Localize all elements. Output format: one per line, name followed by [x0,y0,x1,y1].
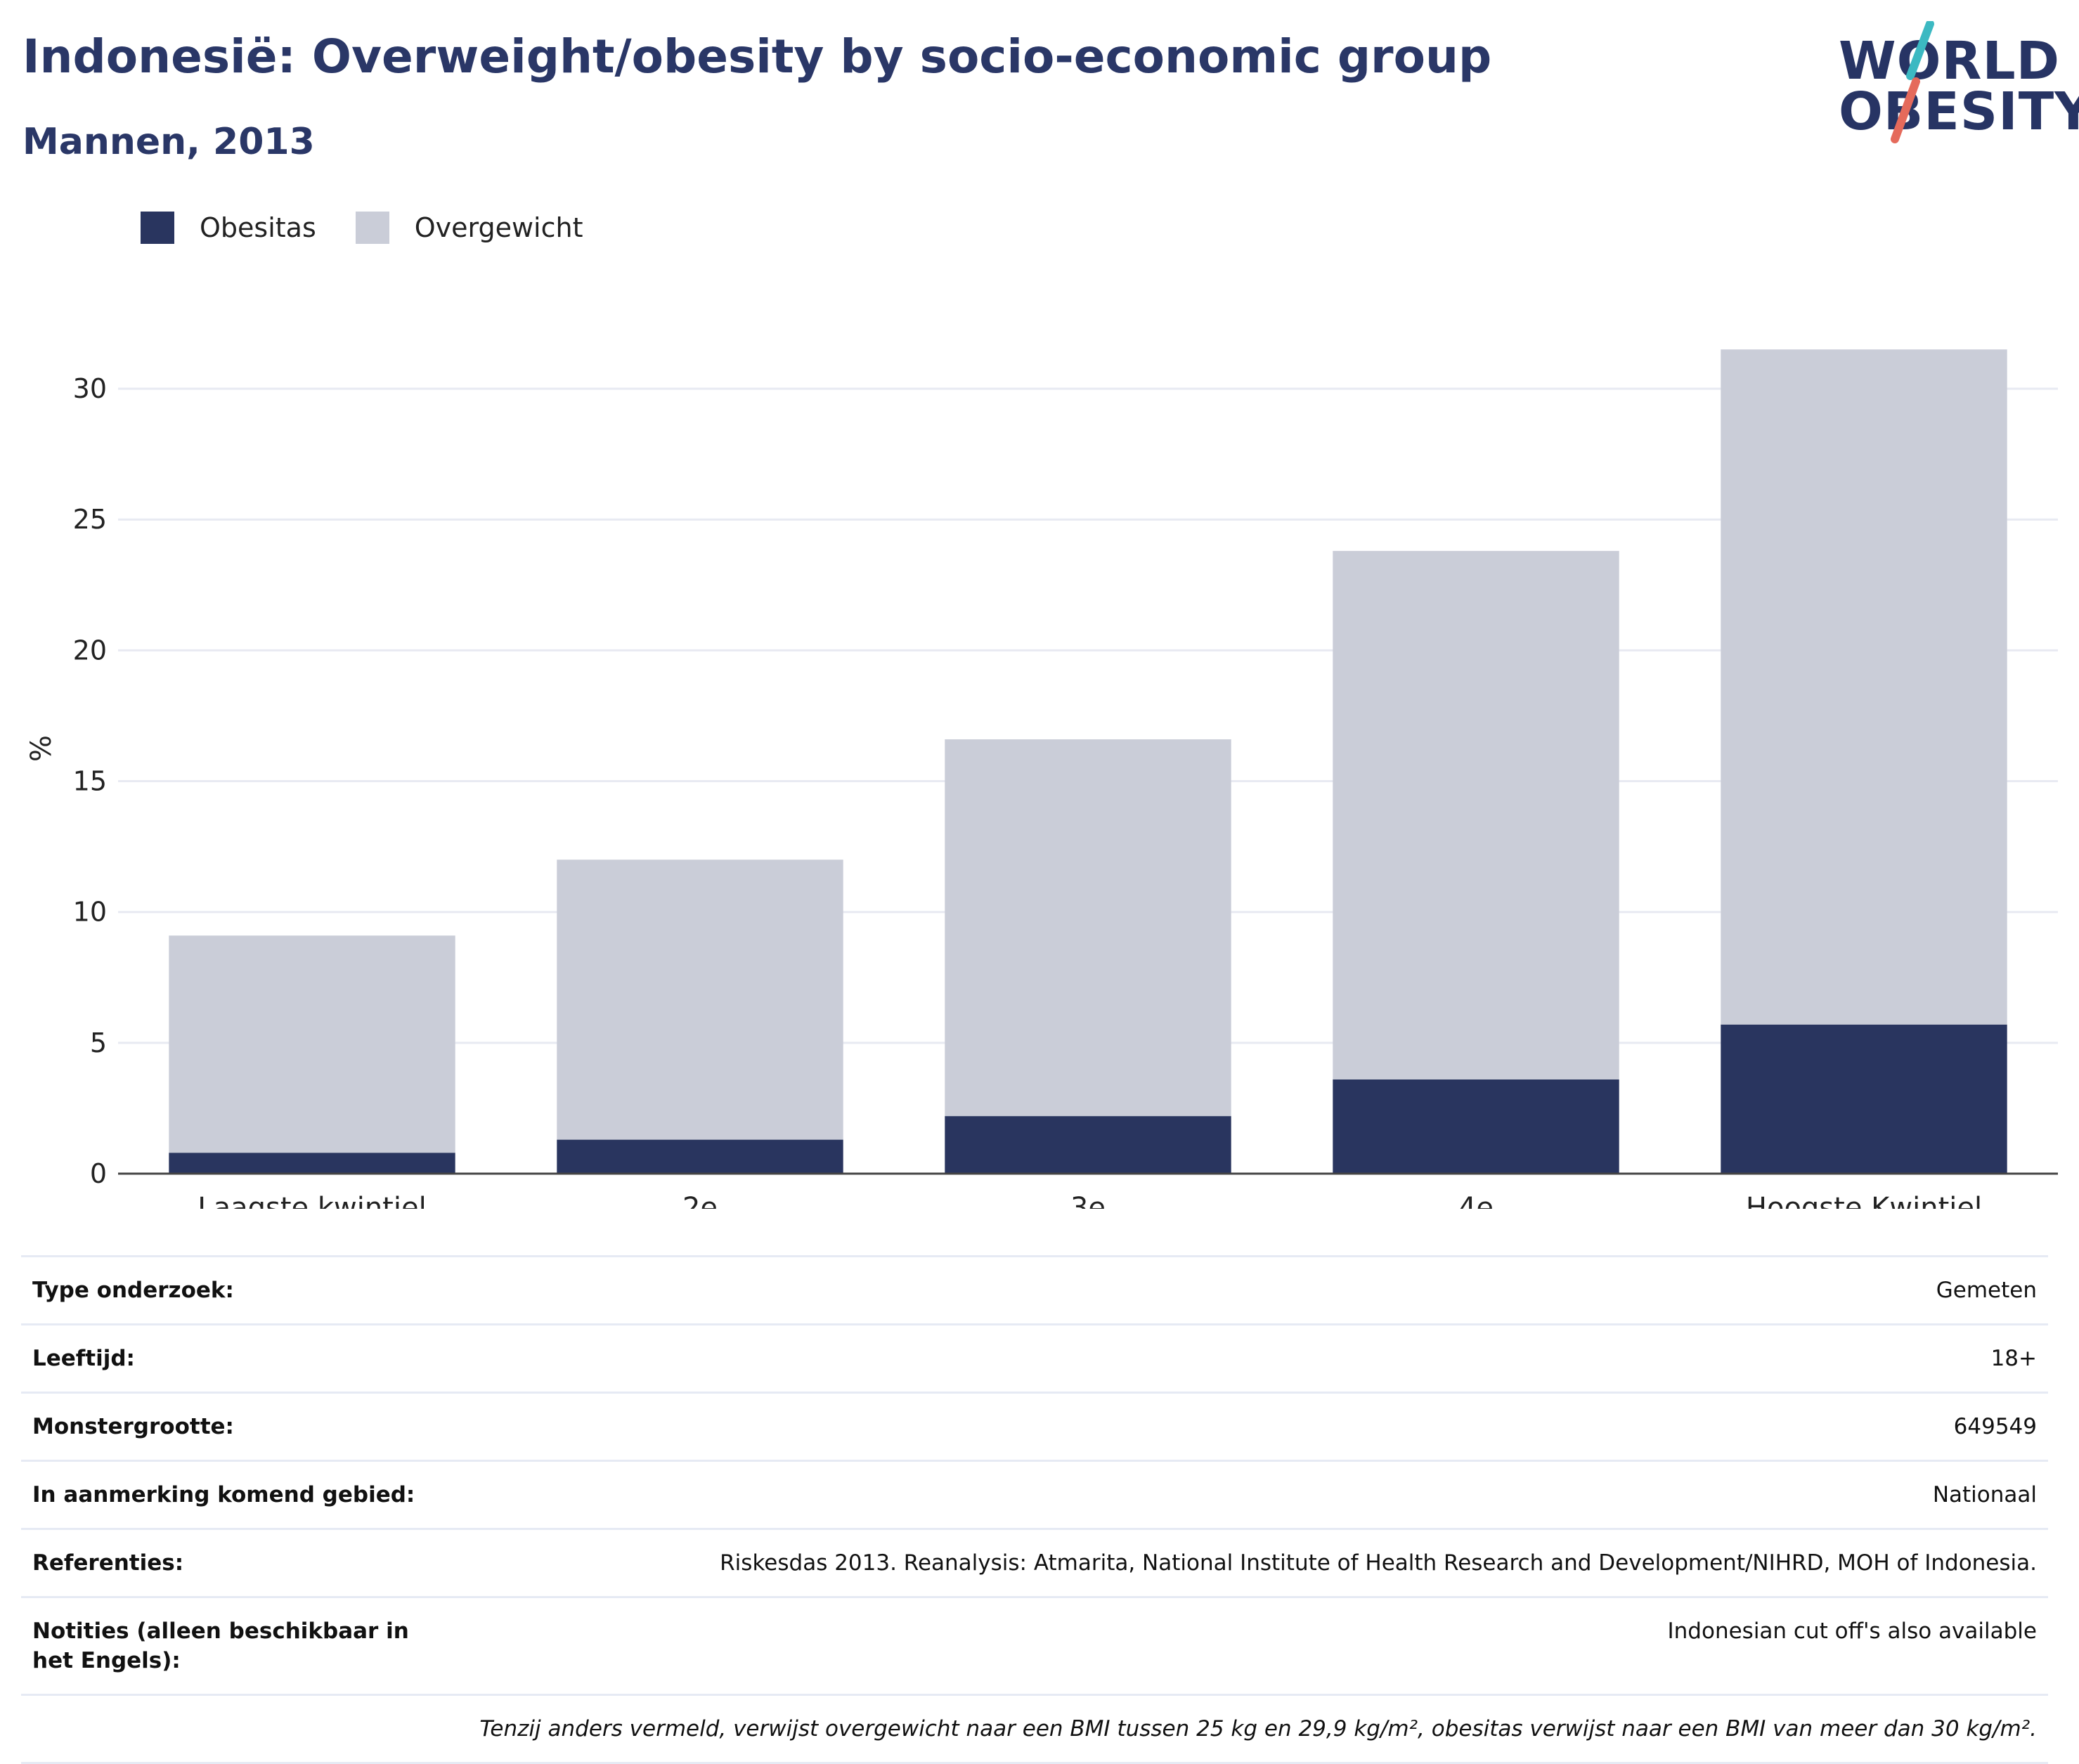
info-row-footnote: Tenzij anders vermeld, verwijst overgewi… [21,1694,2048,1764]
info-value: 649549 [465,1392,2048,1461]
x-tick-label: 4e [1458,1192,1494,1209]
info-table: Type onderzoek: Gemeten Leeftijd: 18+ Mo… [21,1255,2048,1764]
legend-swatch-overgewicht [355,212,389,244]
info-label: Leeftijd: [21,1323,465,1393]
bar-overgewicht [169,935,455,1153]
bar-overgewicht [557,860,843,1140]
bar-overgewicht [1721,349,2007,1025]
y-tick-label: 20 [73,635,107,666]
info-label: In aanmerking komend gebied: [21,1460,465,1529]
logo-slash-icon [1891,21,1934,143]
info-label: Referenties: [21,1528,465,1597]
y-tick-label: 10 [73,897,107,928]
bars [169,349,2007,1174]
info-row-area: In aanmerking komend gebied: Nationaal [21,1460,2048,1529]
bar-obesitas [169,1153,455,1174]
info-row-notes: Notities (alleen beschikbaar in het Enge… [21,1596,2048,1695]
x-tick-label: 3e [1070,1192,1106,1209]
legend-label-overgewicht: Overgewicht [414,212,583,243]
bar-obesitas [557,1139,843,1174]
x-tick-label: Laagste kwintiel [197,1192,426,1209]
info-row-type: Type onderzoek: Gemeten [21,1255,2048,1325]
info-label: Type onderzoek: [21,1255,465,1325]
y-tick-label: 30 [73,373,107,404]
x-tick-label: Hoogste Kwintiel [1746,1192,1982,1209]
info-value: Riskesdas 2013. Reanalysis: Atmarita, Na… [465,1528,2048,1597]
y-tick-label: 25 [73,504,107,535]
info-row-references: Referenties: Riskesdas 2013. Reanalysis:… [21,1528,2048,1597]
info-value: Nationaal [465,1460,2048,1529]
legend-swatch-obesitas [141,212,174,244]
y-tick-label: 0 [90,1158,107,1189]
logo-line-2: OBESITY [1839,82,2079,142]
chart-title: Indonesië: Overweight/obesity by socio-e… [22,30,1492,84]
chart-subtitle: Mannen, 2013 [22,121,315,163]
info-label: Monstergrootte: [21,1392,465,1461]
info-value: Gemeten [465,1255,2048,1325]
y-axis-label: % [25,735,58,762]
info-value: 18+ [465,1323,2048,1393]
info-row-age: Leeftijd: 18+ [21,1323,2048,1393]
bar-obesitas [1333,1079,1619,1174]
info-label: Notities (alleen beschikbaar in het Enge… [21,1596,465,1695]
bar-obesitas [1721,1024,2007,1174]
y-tick-label: 15 [73,766,107,797]
bar-obesitas [945,1116,1231,1174]
bar-overgewicht [945,739,1231,1117]
y-tick-label: 5 [90,1027,107,1058]
legend-item-obesitas[interactable]: Obesitas [141,212,316,244]
logo-line-1: WORLD [1839,31,2061,91]
bar-overgewicht [1333,550,1619,1079]
x-tick-label: 2e [682,1192,718,1209]
legend-item-overgewicht[interactable]: Overgewicht [355,212,583,244]
info-row-sample-size: Monstergrootte: 649549 [21,1392,2048,1461]
footnote: Tenzij anders vermeld, verwijst overgewi… [21,1694,2048,1764]
legend-label-obesitas: Obesitas [200,212,316,243]
bar-chart: 0 5 10 15 20 25 30 Laagste kwintiel 2e 3e 4e Hoogst… [25,349,2058,1209]
world-obesity-logo: WORLD OBESITY [1827,21,2079,148]
info-value: Indonesian cut off's also available [465,1596,2048,1695]
chart-legend: Obesitas Overgewicht [141,208,623,247]
axes: 0 5 10 15 20 25 30 Laagste kwintiel 2e 3e 4e Hoogst… [25,373,2058,1209]
